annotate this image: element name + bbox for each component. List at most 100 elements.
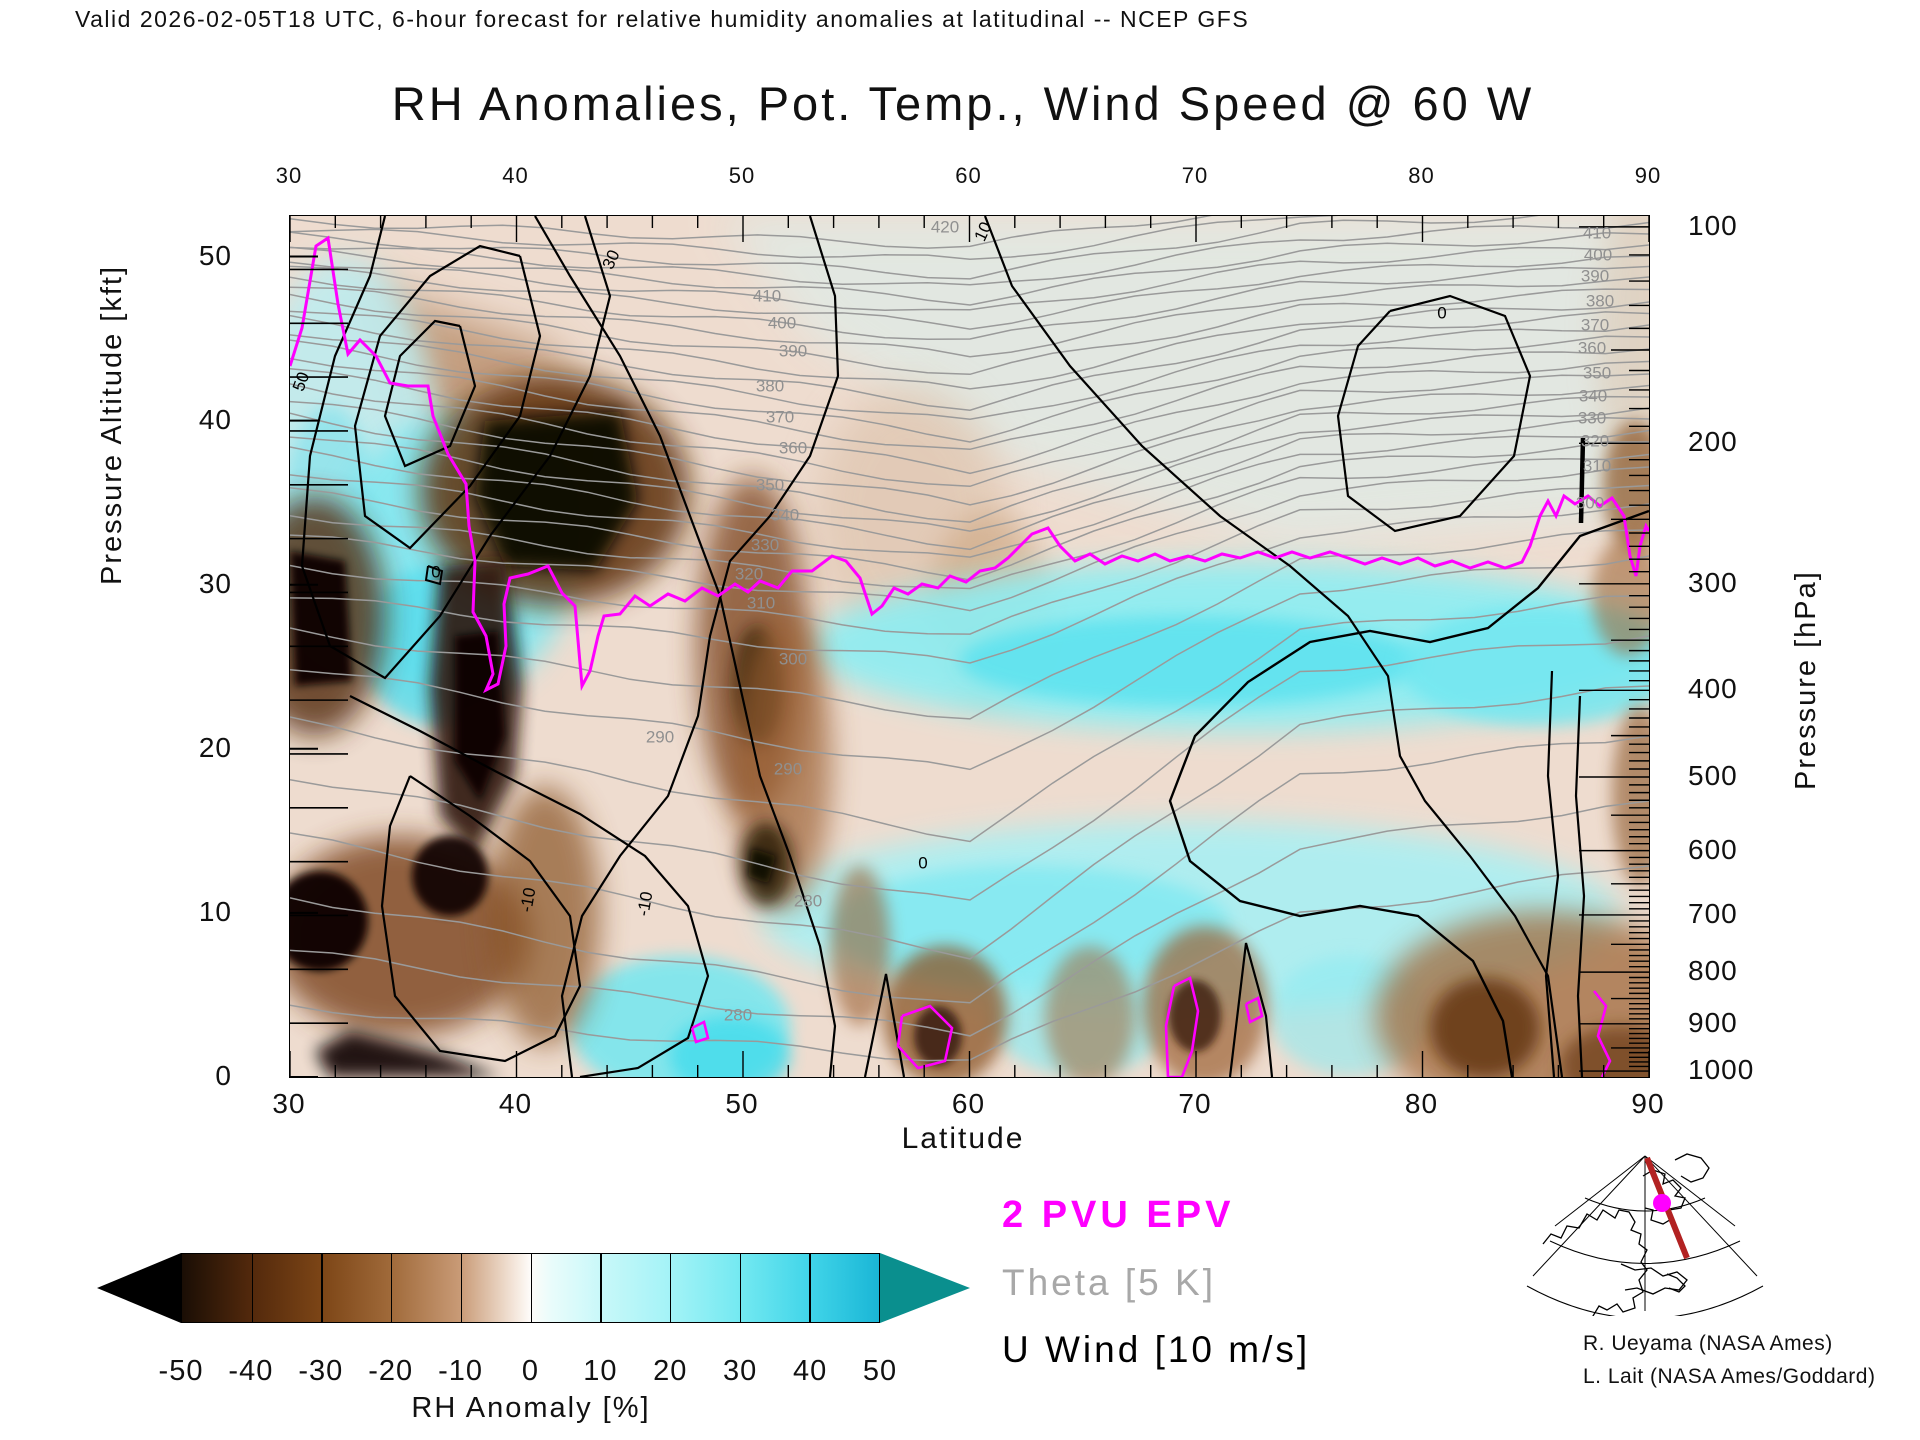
theta-contour-label: 360 (1578, 338, 1606, 357)
theta-contour-label: 320 (1581, 431, 1609, 450)
colorbar-segment-divider (460, 1254, 463, 1322)
shaded-rh-anomaly-layer (290, 216, 1649, 1077)
x-tick-label-bottom: 30 (272, 1088, 306, 1119)
theta-contour-label: 340 (771, 505, 799, 524)
y-axis-label-left: Pressure Altitude [kft] (96, 264, 128, 585)
contour-labels-layer: 420 410 400 390 380 370 360 350 340 330 320 310 300 2… (290, 217, 1614, 1024)
colorbar-tick-label: -10 (438, 1355, 484, 1387)
colorbar-segment-divider (669, 1254, 672, 1322)
theta-contour-label: 410 (753, 286, 781, 305)
uwind-contour-label: 50 (290, 370, 313, 394)
credit-line-2: L. Lait (NASA Ames/Goddard) (1583, 1364, 1876, 1388)
theta-contour-label: 360 (779, 438, 807, 457)
theta-contour-label: 330 (1578, 408, 1606, 427)
colorbar-caption: RH Anomaly [%] (411, 1392, 651, 1424)
legend-theta: Theta [5 K] (1002, 1262, 1216, 1303)
y-tick-label-kft: 10 (198, 895, 232, 927)
colorbar-segment-divider (809, 1254, 811, 1322)
colorbar-segment-divider (251, 1254, 254, 1322)
x-tick-label-bottom: 40 (498, 1088, 533, 1119)
uwind-contour-label: 0 (1437, 303, 1446, 322)
x-tick-label-bottom: 70 (1178, 1088, 1212, 1119)
y-tick-label-kft: 30 (198, 567, 232, 599)
x-tick-label-bottom: 90 (1631, 1088, 1665, 1119)
x-tick-label-bottom: 80 (1404, 1088, 1439, 1119)
y-tick-label-hpa: 800 (1688, 955, 1738, 987)
x-tick-label-top: 80 (1408, 163, 1435, 188)
x-tick-label-top: 60 (955, 163, 982, 188)
y-tick-label-hpa: 200 (1688, 426, 1738, 458)
colorbar-tick-label: 30 (723, 1355, 758, 1387)
colorbar-tick-label: 10 (583, 1355, 618, 1387)
theta-contour-label: 400 (1584, 245, 1612, 264)
theta-contour-label: 330 (751, 535, 779, 554)
theta-contour-label: 380 (1586, 291, 1614, 310)
map-location-dot (1653, 1194, 1671, 1212)
y-tick-label-kft: 0 (215, 1060, 232, 1091)
uwind-contour-label: -10 (517, 886, 540, 914)
x-tick-label-top: 30 (275, 163, 303, 188)
colorbar-tick-label: -20 (368, 1355, 414, 1387)
location-map-inset (1526, 1153, 1764, 1316)
legend: 2 PVU EPV Theta [5 K] U Wind [10 m/s] (1002, 1196, 1310, 1398)
theta-contour-label: 280 (794, 891, 822, 910)
colorbar-segment-divider (391, 1254, 393, 1322)
colorbar-tick-label: -40 (228, 1355, 274, 1387)
x-tick-label-bottom: 50 (725, 1088, 759, 1119)
y-tick-label-kft: 40 (198, 403, 232, 435)
y-tick-label-hpa: 600 (1688, 833, 1738, 865)
x-axis-label: Latitude (901, 1122, 1025, 1155)
uwind-contour-label: 0 (431, 562, 440, 581)
x-tick-label-top: 70 (1181, 163, 1209, 188)
pv-tropopause-layer (290, 235, 1649, 1077)
x-tick-label-top: 40 (502, 163, 529, 188)
theta-contour-label: 310 (1583, 456, 1611, 475)
rh-anomaly-field: 420 410 400 390 380 370 360 350 340 330 320 310 300 2… (290, 216, 1649, 1077)
uwind-contours-layer (300, 216, 1649, 1077)
theta-contour-label: 400 (768, 313, 796, 332)
colorbar-tick-label: 40 (792, 1355, 828, 1387)
theta-contour-label: 290 (774, 759, 802, 778)
colorbar-tick-label: -50 (158, 1355, 204, 1387)
credit-line-1: R. Ueyama (NASA Ames) (1583, 1332, 1833, 1355)
map-coastlines (1542, 1153, 1710, 1316)
uwind-contour-label: -10 (634, 890, 657, 918)
theta-contour-label: 300 (1576, 493, 1604, 512)
colorbar (181, 1253, 880, 1323)
colorbar-segment-divider (739, 1254, 741, 1322)
theta-contour-label: 420 (931, 217, 959, 236)
theta-contour-label: 340 (1579, 386, 1607, 405)
theta-contour-label: 390 (779, 341, 807, 360)
inward-ticks-layer (290, 216, 1649, 1077)
legend-pv-line: 2 PVU EPV (1002, 1194, 1235, 1236)
theta-contour-label: 390 (1581, 266, 1609, 285)
colorbar-segment-divider (530, 1254, 532, 1322)
legend-uwind: U Wind [10 m/s] (1002, 1329, 1311, 1370)
theta-contour-label: 350 (756, 475, 784, 494)
valid-time-header: Valid 2026-02-05T18 UTC, 6-hour forecast… (75, 6, 1250, 32)
plot-title: RH Anomalies, Pot. Temp., Wind Speed @ 6… (391, 77, 1535, 130)
y-axis-label-right: Pressure [hPa] (1790, 570, 1822, 790)
y-tick-label-kft: 20 (198, 731, 232, 763)
colorbar-segment-divider (321, 1254, 323, 1322)
y-tick-label-kft: 50 (198, 239, 232, 271)
theta-contour-label: 350 (1583, 363, 1611, 382)
credits: R. Ueyama (NASA Ames) L. Lait (NASA Ames… (1583, 1328, 1875, 1393)
colorbar-over-arrow (880, 1253, 970, 1323)
y-tick-label-hpa: 700 (1688, 897, 1738, 929)
theta-contour-label: 380 (756, 376, 784, 395)
y-tick-label-hpa: 500 (1688, 760, 1738, 791)
colorbar-tick-label: 20 (653, 1355, 688, 1387)
y-tick-label-hpa: 900 (1688, 1006, 1738, 1038)
theta-contour-label: 300 (779, 649, 807, 668)
y-tick-label-hpa: 400 (1688, 673, 1738, 705)
colorbar-under-arrow (97, 1253, 181, 1323)
uwind-contour-label: 0 (918, 853, 927, 872)
cross-section-plot: 420 410 400 390 380 370 360 350 340 330 320 310 300 2… (289, 215, 1650, 1078)
y-tick-label-hpa: 300 (1688, 566, 1738, 598)
theta-contour-label: 280 (724, 1005, 752, 1024)
x-tick-label-top: 90 (1634, 163, 1662, 188)
colorbar-tick-label: 50 (862, 1355, 898, 1387)
map-graticule (1526, 1155, 1764, 1316)
colorbar-tick-label: 0 (521, 1355, 540, 1387)
